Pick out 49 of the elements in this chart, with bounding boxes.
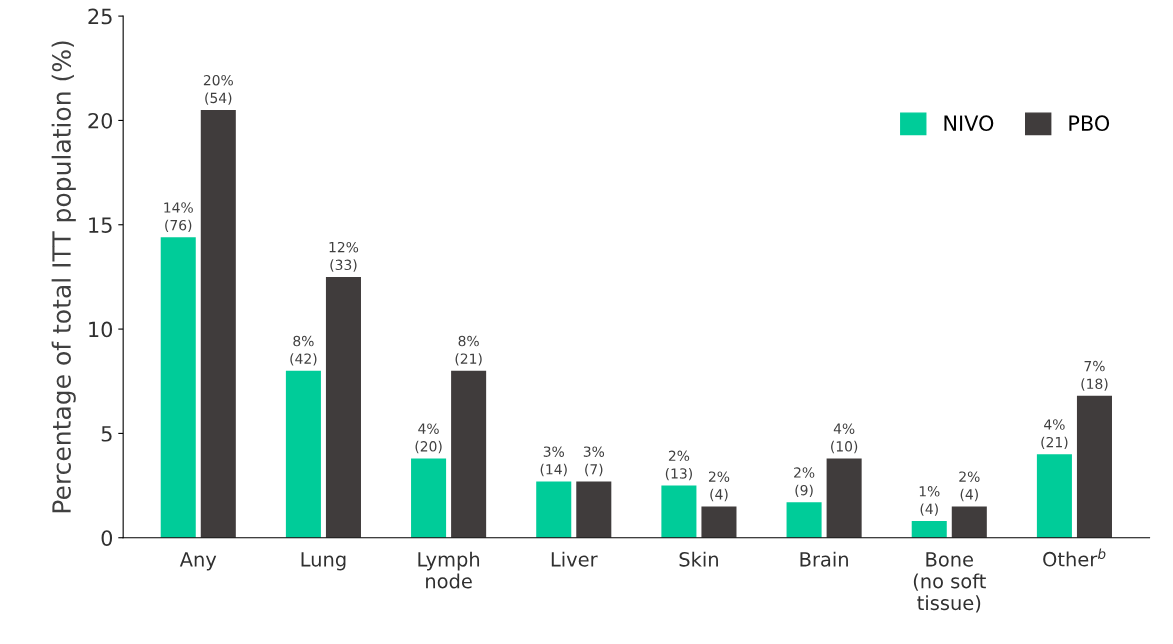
- bar: [325, 276, 361, 538]
- x-tick-label: Other$^{b}$: [1043, 548, 1106, 567]
- x-tick-label: Lung: [301, 552, 346, 571]
- data-label: 2% (4): [708, 471, 730, 502]
- y-tick-label: 25: [88, 8, 112, 25]
- data-label: 8% (21): [455, 335, 482, 366]
- bar: [536, 481, 572, 538]
- data-label: 4% (20): [415, 423, 442, 454]
- y-tick-label: 15: [89, 217, 112, 233]
- legend-label: NIVO: [944, 115, 994, 132]
- data-label: 3% (14): [540, 446, 567, 477]
- bar: [411, 458, 447, 538]
- x-tick-label: Bone (no soft tissue): [913, 552, 986, 613]
- x-tick-label: Skin: [679, 551, 718, 567]
- x-tick-label: Lymph node: [418, 551, 480, 589]
- bar: [701, 506, 737, 538]
- bar: [786, 502, 822, 538]
- data-label: 2% (9): [794, 467, 815, 498]
- y-tick-label: 0: [101, 530, 113, 546]
- bar: [911, 521, 947, 538]
- bar: [200, 110, 236, 538]
- data-label: 2% (4): [959, 471, 980, 502]
- data-label: 14% (76): [164, 202, 193, 233]
- y-tick-label: 20: [88, 112, 113, 129]
- bar: [1076, 395, 1112, 538]
- x-tick-label: Liver: [551, 551, 598, 567]
- bar: [451, 370, 487, 538]
- bar: [826, 458, 862, 538]
- data-label: 7% (18): [1081, 360, 1108, 391]
- bar: [285, 370, 321, 538]
- legend-label: PBO: [1069, 115, 1110, 132]
- bar: [661, 485, 697, 538]
- x-tick-label: Any: [179, 552, 217, 571]
- data-label: 3% (7): [583, 446, 605, 477]
- data-label: 12% (33): [329, 241, 359, 272]
- y-tick-label: 10: [89, 321, 113, 338]
- data-label: 20% (54): [203, 74, 233, 105]
- x-tick-label: Brain: [800, 551, 848, 567]
- data-label: 1% (4): [919, 486, 940, 516]
- bar: [576, 481, 612, 538]
- data-label: 4% (10): [831, 423, 858, 454]
- bar: [1036, 454, 1072, 538]
- y-axis-title: Percentage of total ITT population (%): [51, 41, 76, 513]
- y-tick-label: 5: [101, 426, 112, 442]
- bar: [951, 506, 987, 538]
- data-label: 8% (42): [290, 335, 317, 366]
- bar: [160, 237, 196, 538]
- data-label: 4% (21): [1041, 419, 1068, 450]
- data-label: 2% (13): [665, 450, 692, 481]
